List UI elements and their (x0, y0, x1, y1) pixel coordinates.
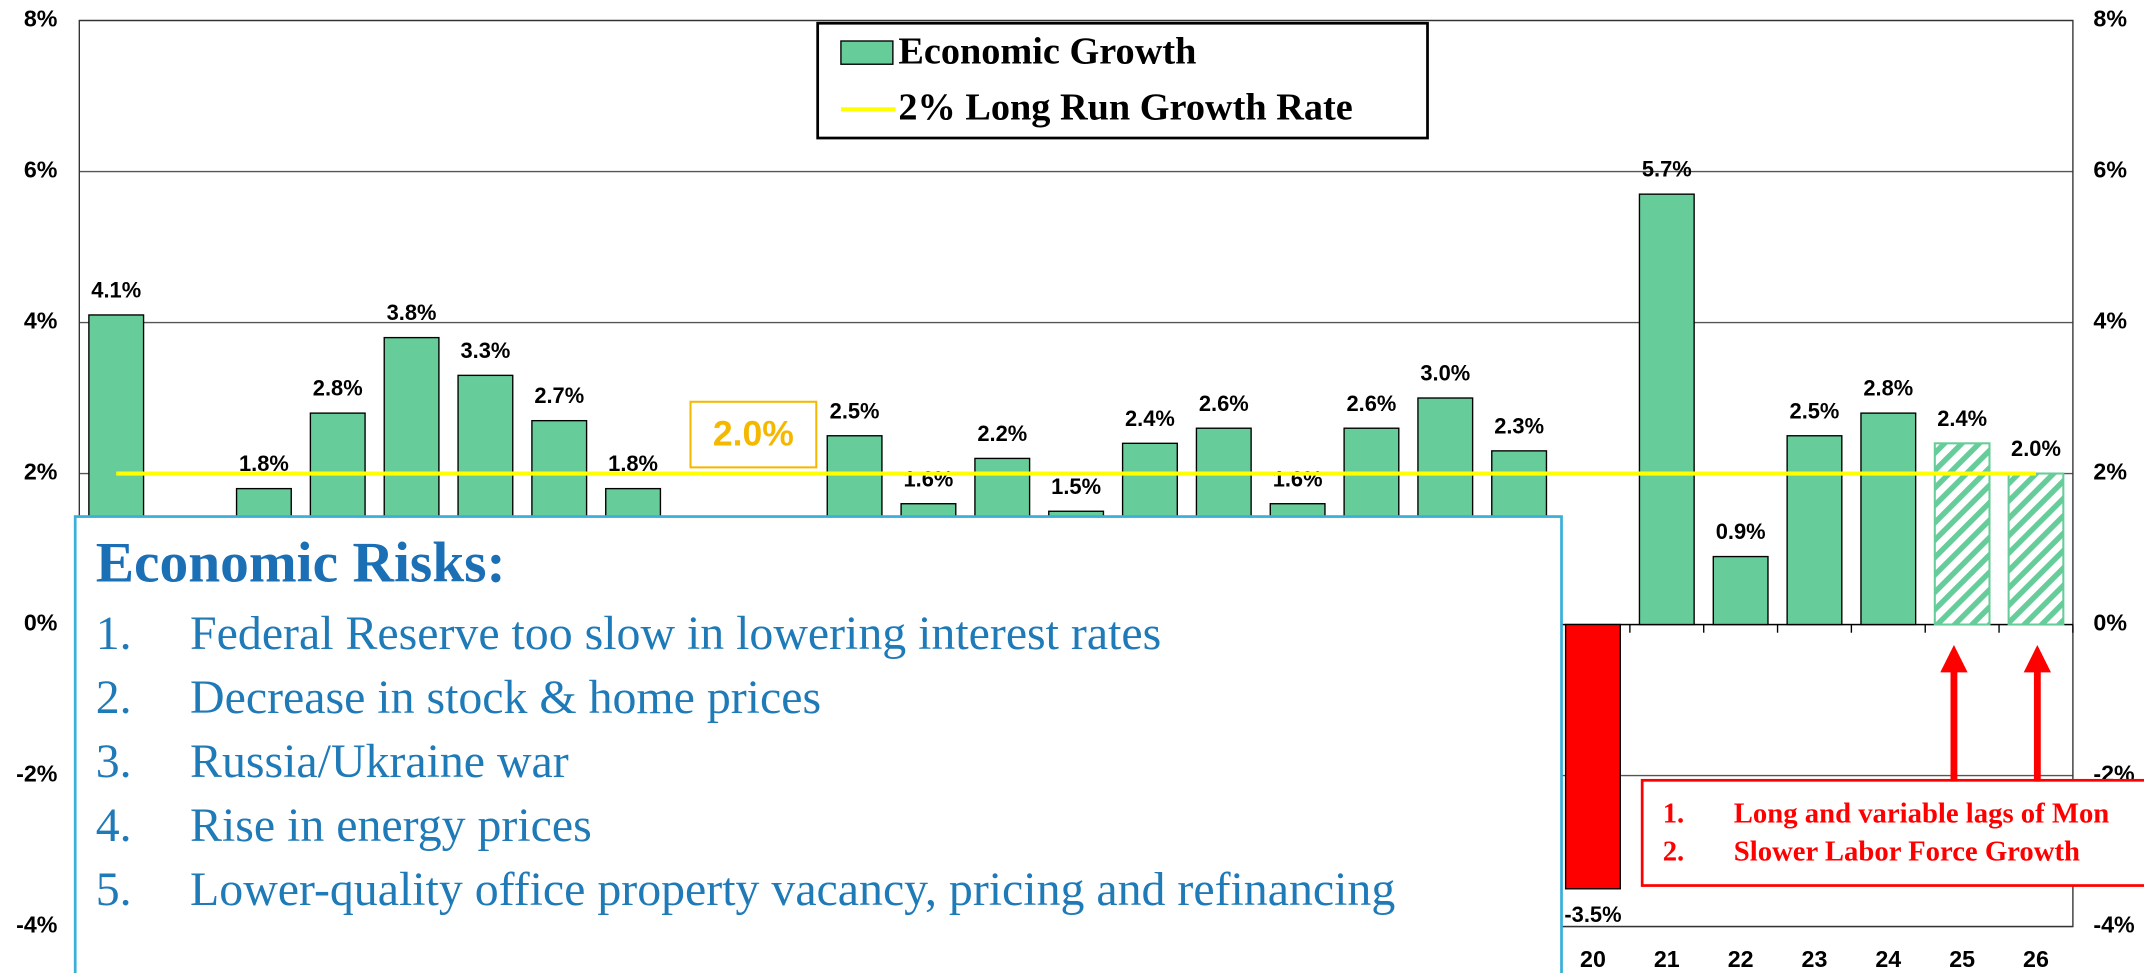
notes-box (1640, 778, 2144, 887)
data-label: 2.2% (977, 421, 1027, 446)
bar (2007, 472, 2065, 626)
data-label: 2.5% (1790, 398, 1840, 423)
y2-tick-label: 0% (2093, 610, 2127, 636)
y2-tick-label: -4% (2093, 912, 2135, 938)
legend-label: Economic Growth (898, 30, 1196, 72)
data-label: 1.6% (904, 466, 954, 491)
annotation: 2.0% (713, 413, 794, 453)
x-tick-label: 23 (1802, 946, 1828, 972)
data-label: 2.0% (2011, 436, 2061, 461)
x-tick-label: 25 (1949, 946, 1975, 972)
y-tick-label: 4% (24, 308, 58, 334)
risk-number: 1. (96, 607, 132, 660)
data-label: -3.5% (1564, 902, 1621, 927)
data-label: 3.0% (1420, 361, 1470, 386)
x-tick-label: 22 (1728, 946, 1754, 972)
bar (1933, 442, 1991, 626)
data-label: 2.6% (1199, 391, 1249, 416)
y-tick-label: 6% (24, 157, 58, 183)
note-text: Long and variable lags of Mon (1734, 797, 2110, 829)
legend-label: 2% Long Run Growth Rate (898, 86, 1352, 128)
annotation-box (689, 400, 818, 469)
risk-text: Russia/Ukraine war (190, 735, 569, 788)
risks-box (73, 515, 1563, 973)
legend-box (816, 21, 1429, 140)
data-label: 2.3% (1494, 413, 1544, 438)
x-tick-label: 20 (1580, 946, 1606, 972)
note-number: 2. (1663, 836, 1685, 868)
y-tick-label: 8% (24, 6, 58, 32)
data-label: 2.4% (1937, 406, 1987, 431)
y-tick-label: 0% (24, 610, 58, 636)
data-label: 3.3% (460, 338, 510, 363)
x-tick-label: 26 (2023, 946, 2049, 972)
data-label: 0.9% (1716, 519, 1766, 544)
risk-number: 4. (96, 799, 132, 852)
data-label: 2.7% (534, 383, 584, 408)
risk-text: Federal Reserve too slow in lowering int… (190, 607, 1161, 660)
risk-number: 5. (96, 863, 132, 916)
data-label: 1.6% (1273, 466, 1323, 491)
risk-text: Rise in energy prices (190, 799, 592, 852)
legend-swatch (840, 40, 894, 65)
data-label: 3.8% (387, 300, 437, 325)
data-label: 2.4% (1125, 406, 1175, 431)
bar (1564, 623, 1621, 890)
risk-text: Decrease in stock & home prices (190, 671, 821, 724)
risk-number: 2. (96, 671, 132, 724)
note-number: 1. (1663, 797, 1685, 829)
y2-tick-label: 6% (2093, 157, 2127, 183)
y-tick-label: 2% (24, 459, 58, 485)
bar (1638, 193, 1695, 626)
y2-tick-label: 4% (2093, 308, 2127, 334)
bar (1786, 435, 1843, 626)
y-tick-label: -2% (16, 761, 58, 787)
risks-title: Economic Risks: (96, 532, 506, 595)
y2-tick-label: 8% (2093, 6, 2127, 32)
y2-tick-label: 2% (2093, 459, 2127, 485)
note-text: Slower Labor Force Growth (1734, 836, 2080, 868)
y-tick-label: -4% (16, 912, 58, 938)
data-label: 2.8% (1863, 376, 1913, 401)
risk-number: 3. (96, 735, 132, 788)
data-label: 2.6% (1347, 391, 1397, 416)
data-label: 5.7% (1642, 157, 1692, 182)
data-label: 2.5% (830, 398, 880, 423)
risk-text: Lower-quality office property vacancy, p… (190, 863, 1395, 916)
data-label: 4.1% (91, 278, 141, 303)
bar (1712, 555, 1769, 626)
data-label: 1.5% (1051, 474, 1101, 499)
x-tick-label: 21 (1654, 946, 1680, 972)
x-tick-label: 24 (1875, 946, 1901, 972)
data-label: 2.8% (313, 376, 363, 401)
bar (1860, 412, 1917, 626)
